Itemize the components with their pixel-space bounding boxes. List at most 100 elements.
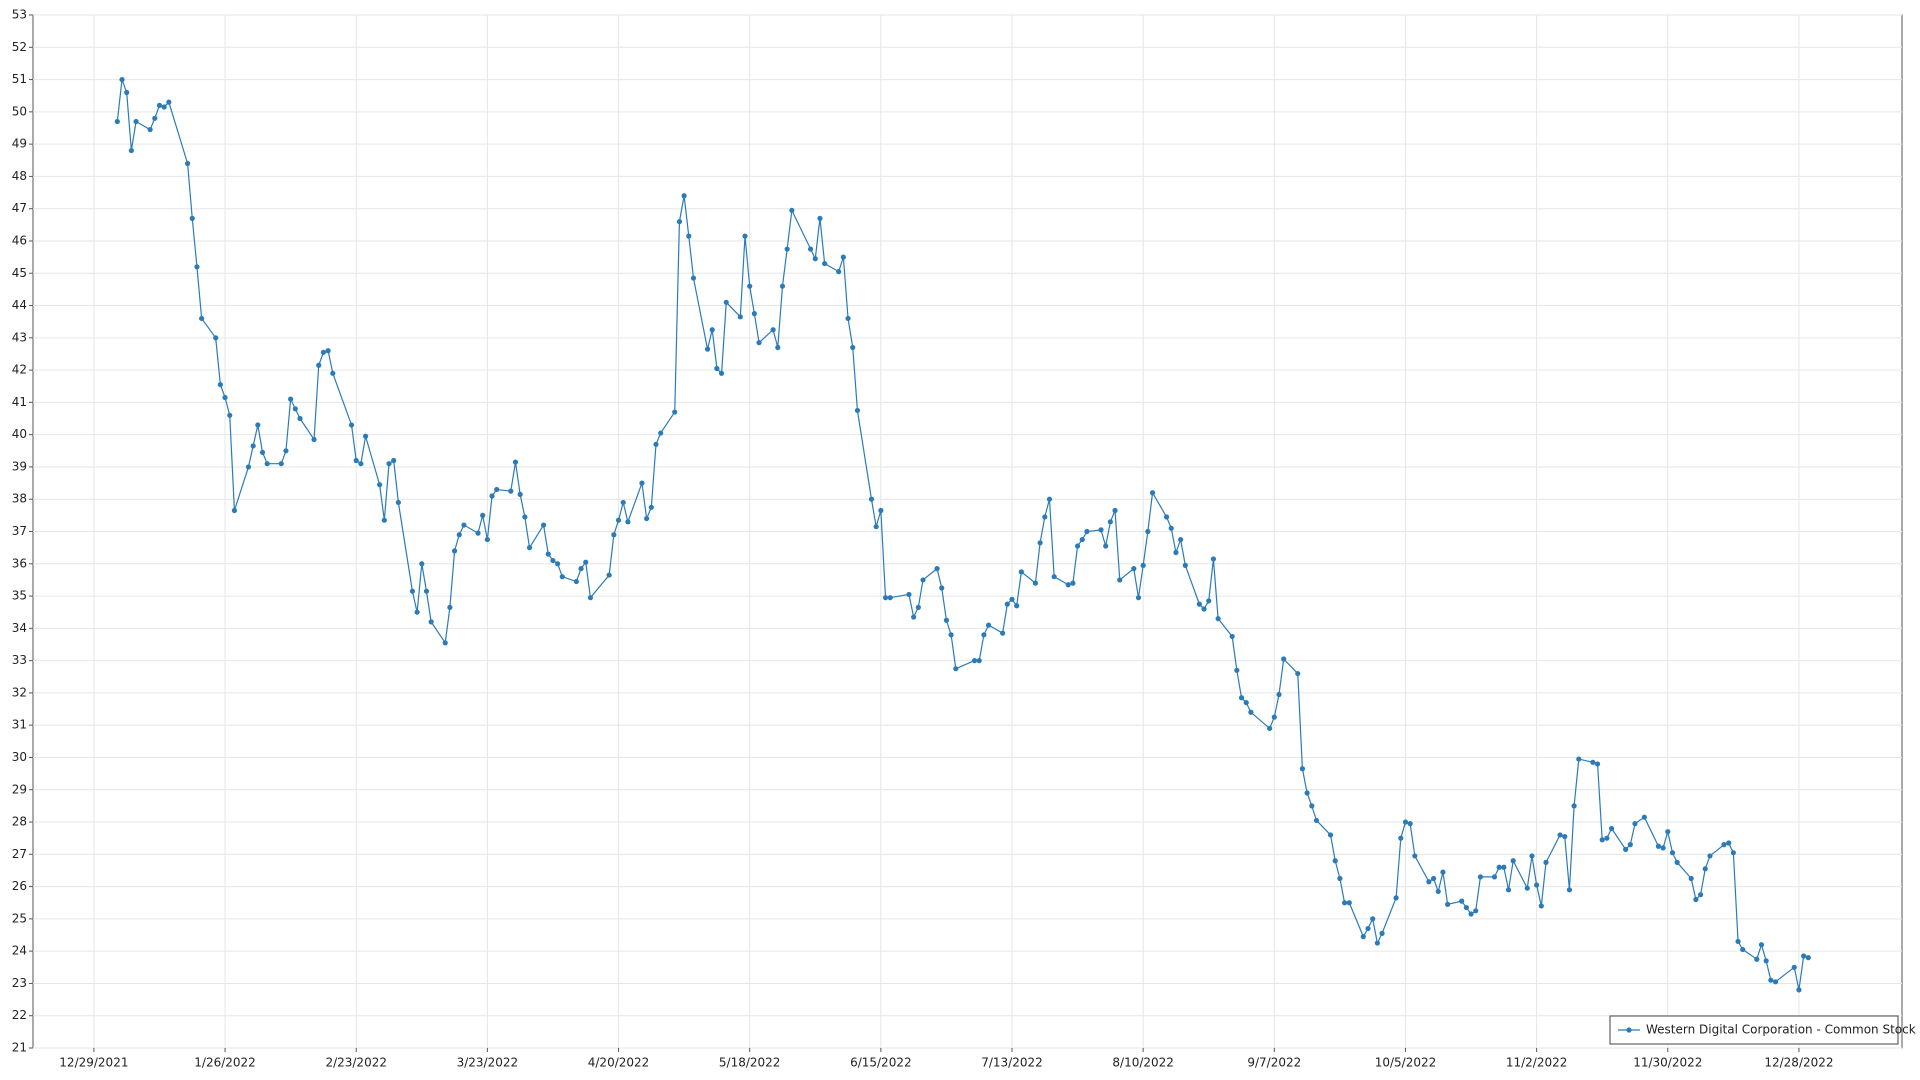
data-point (1145, 528, 1151, 535)
data-point (1299, 766, 1306, 772)
data-point (789, 207, 795, 213)
data-point (442, 640, 448, 646)
data-point (1201, 606, 1207, 612)
data-point (887, 595, 893, 601)
data-point (625, 519, 631, 525)
legend-swatch-dot (1626, 1027, 1632, 1033)
data-point (255, 422, 261, 428)
data-point (1623, 846, 1629, 853)
x-tick-label: 10/5/2022 (1375, 1056, 1437, 1070)
data-point (1674, 859, 1680, 865)
data-point (709, 327, 715, 333)
data-point (222, 394, 228, 401)
data-point (423, 588, 430, 594)
data-point (981, 632, 987, 638)
data-point (1374, 940, 1380, 946)
data-point (484, 536, 490, 543)
data-point (1393, 895, 1399, 901)
data-point (1379, 930, 1385, 937)
data-point (245, 464, 252, 470)
data-point (953, 666, 959, 672)
x-tick-label: 9/7/2022 (1247, 1056, 1301, 1070)
data-point (1206, 598, 1212, 604)
x-tick-label: 4/20/2022 (588, 1056, 650, 1070)
data-point (1131, 566, 1137, 572)
data-point (1801, 953, 1807, 959)
data-point (1763, 958, 1769, 964)
data-point (615, 517, 622, 523)
y-tick-label: 40 (12, 427, 27, 441)
data-point (1098, 527, 1104, 533)
data-point (1046, 496, 1053, 502)
data-point (611, 532, 617, 538)
data-point (836, 269, 842, 275)
data-point (775, 344, 781, 351)
data-point (1103, 543, 1109, 549)
data-point (1281, 656, 1287, 662)
data-point (1163, 514, 1170, 520)
data-point (1346, 900, 1352, 906)
x-tick-label: 12/28/2022 (1764, 1056, 1833, 1070)
data-point (644, 515, 650, 522)
data-point (213, 335, 219, 341)
data-point (1754, 956, 1760, 962)
data-point (1735, 938, 1741, 945)
data-point (676, 219, 683, 225)
data-point (414, 609, 420, 615)
data-point (1557, 832, 1563, 838)
data-point (147, 126, 153, 133)
y-tick-label: 45 (12, 266, 27, 280)
data-point (1407, 821, 1413, 827)
y-tick-label: 29 (12, 782, 27, 796)
data-point (1426, 879, 1432, 885)
x-tick-label: 11/2/2022 (1506, 1056, 1568, 1070)
y-tick-label: 44 (12, 298, 27, 312)
data-point (1562, 833, 1568, 840)
data-point (1051, 574, 1057, 580)
data-point (297, 415, 303, 422)
data-point (822, 260, 828, 267)
data-point (517, 491, 523, 497)
data-point (358, 461, 364, 467)
data-point (807, 246, 814, 252)
data-point (1566, 887, 1573, 893)
data-point (377, 482, 383, 488)
x-tick-label: 1/26/2022 (194, 1056, 256, 1070)
data-point (939, 585, 945, 591)
data-point (199, 315, 205, 322)
data-point (1440, 869, 1446, 875)
data-point (330, 370, 336, 376)
data-point (658, 430, 664, 436)
x-tick-label: 7/13/2022 (981, 1056, 1043, 1070)
data-point (1140, 562, 1146, 568)
y-tick-label: 34 (12, 621, 27, 635)
data-point (489, 493, 495, 499)
data-point (124, 89, 130, 96)
data-point (812, 256, 818, 262)
data-point (1524, 885, 1530, 891)
data-point (1267, 725, 1273, 732)
data-point (1758, 942, 1765, 948)
y-tick-label: 42 (12, 363, 27, 377)
data-point (1365, 925, 1371, 932)
data-point (166, 99, 172, 105)
data-point (264, 461, 270, 467)
data-point (723, 299, 729, 305)
data-point (784, 246, 790, 252)
x-tick-label: 11/30/2022 (1633, 1056, 1702, 1070)
data-point (1070, 580, 1076, 586)
data-point (559, 574, 565, 580)
data-point (1313, 817, 1320, 824)
data-point (1173, 549, 1179, 556)
data-point (1402, 819, 1409, 825)
data-point (133, 118, 139, 125)
data-point (1196, 601, 1202, 607)
data-point (1398, 835, 1404, 841)
data-point (1327, 832, 1334, 838)
data-point (316, 362, 322, 368)
data-point (456, 532, 462, 538)
data-point (494, 486, 500, 493)
data-point (1510, 858, 1516, 864)
data-point (545, 551, 551, 557)
